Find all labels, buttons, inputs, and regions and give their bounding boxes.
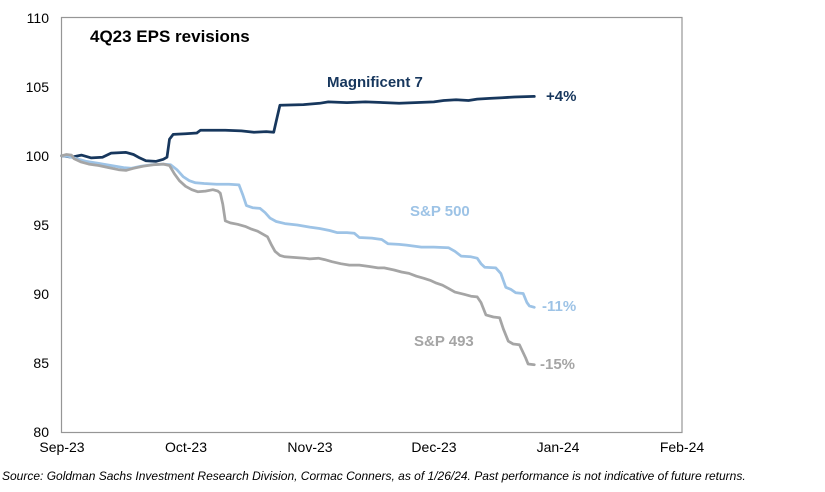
y-tick-90: 90 xyxy=(33,286,49,302)
y-tick-80: 80 xyxy=(33,424,49,440)
chart-title: 4Q23 EPS revisions xyxy=(90,27,250,46)
y-tick-100: 100 xyxy=(25,148,49,164)
series-label-magnificent-7: Magnificent 7 xyxy=(327,74,423,91)
end-label-sp493: -15% xyxy=(540,356,576,373)
magnificent-7-line xyxy=(60,95,536,163)
x-tick-feb-24: Feb-24 xyxy=(659,439,705,455)
series-label-sp500: S&P 500 xyxy=(410,203,470,220)
y-tick-85: 85 xyxy=(33,355,49,371)
end-label-magnificent-7: +4% xyxy=(546,88,577,105)
s-p-500-line xyxy=(60,154,536,309)
x-tick-nov-23: Nov-23 xyxy=(287,439,333,455)
x-tick-dec-23: Dec-23 xyxy=(411,439,457,455)
x-tick-oct-23: Oct-23 xyxy=(164,439,207,455)
x-tick-sep-23: Sep-23 xyxy=(39,439,85,455)
x-tick-jan-24: Jan-24 xyxy=(536,439,580,455)
y-tick-105: 105 xyxy=(25,79,49,95)
s-p-493-line xyxy=(60,153,536,367)
series-label-sp493: S&P 493 xyxy=(414,333,474,350)
plot-border xyxy=(60,16,683,434)
source-note: Source: Goldman Sachs Investment Researc… xyxy=(2,469,746,483)
y-tick-95: 95 xyxy=(33,217,49,233)
y-tick-110: 110 xyxy=(26,10,49,26)
end-label-sp500: -11% xyxy=(542,298,577,315)
